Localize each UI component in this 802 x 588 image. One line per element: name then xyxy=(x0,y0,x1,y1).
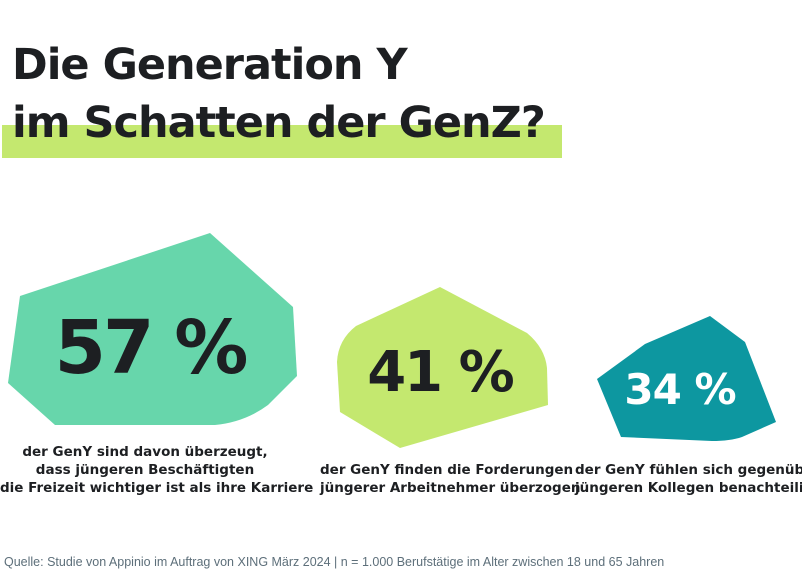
caption-line: der GenY finden die Forderungen xyxy=(320,462,574,478)
stat-value-2: 41 % xyxy=(367,340,515,405)
stat-caption-1: der GenY sind davon überzeugt, dass jüng… xyxy=(0,443,314,497)
title-line-1: Die Generation Y xyxy=(12,40,408,90)
stat-caption-2: der GenY finden die Forderungen jüngerer… xyxy=(320,461,581,497)
caption-line: die Freizeit wichtiger ist als ihre Karr… xyxy=(0,480,314,496)
stat-shape-2 xyxy=(337,287,548,448)
source-note: Quelle: Studie von Appinio im Auftrag vo… xyxy=(4,555,665,569)
caption-line: jüngeren Kollegen benachteiligt xyxy=(575,480,802,496)
caption-line: der GenY sind davon überzeugt, xyxy=(22,444,268,460)
title-highlight-bar xyxy=(2,125,562,158)
stat-caption-3: der GenY fühlen sich gegenüber jüngeren … xyxy=(575,461,802,497)
stat-value-1: 57 % xyxy=(54,305,249,391)
stat-value-3: 34 % xyxy=(624,365,736,414)
stat-shape-3 xyxy=(597,316,776,441)
caption-line: dass jüngeren Beschäftigten xyxy=(35,462,255,478)
caption-line: jüngerer Arbeitnehmer überzogen xyxy=(320,480,581,496)
stat-shape-1 xyxy=(8,233,297,425)
title-line-2: im Schatten der GenZ? xyxy=(12,98,546,148)
caption-line: der GenY fühlen sich gegenüber xyxy=(575,462,802,478)
